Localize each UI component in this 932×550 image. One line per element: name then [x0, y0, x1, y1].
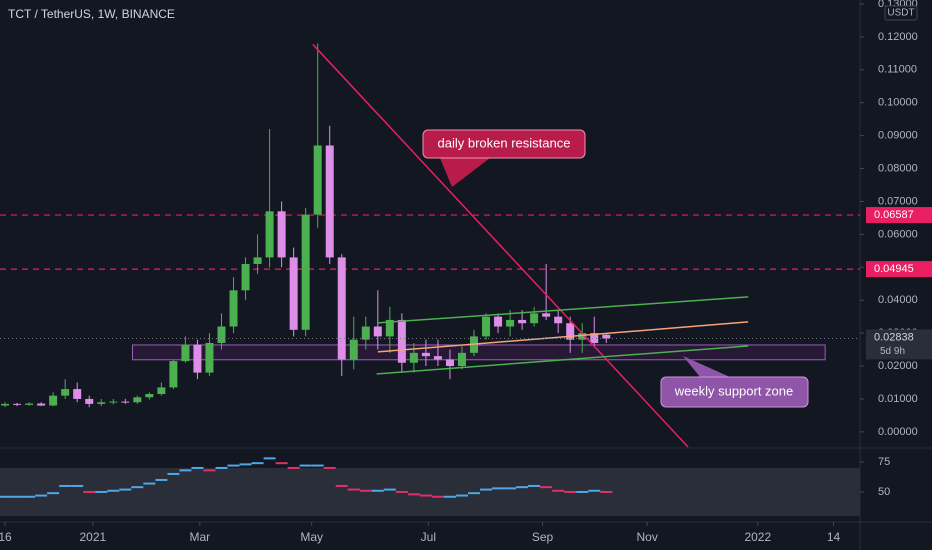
candle-body: [277, 211, 286, 258]
callout: [660, 376, 809, 408]
candle-body: [193, 344, 202, 373]
candle-body: [169, 361, 178, 388]
callout: [422, 129, 586, 159]
candle-body: [49, 395, 58, 406]
candle-body: [421, 352, 430, 357]
candle-body: [325, 145, 334, 258]
level-label: 0.04945: [874, 263, 914, 275]
level-label-bg: [866, 261, 932, 278]
candle-body: [373, 326, 382, 337]
candle-body: [361, 326, 370, 340]
annotation: weekly support zone: [674, 383, 794, 398]
trendline: [377, 321, 749, 353]
y-tick-label: 0.10000: [878, 97, 918, 109]
candle-body: [109, 401, 118, 403]
x-tick-label: 2021: [79, 530, 106, 544]
candle-body: [217, 326, 226, 343]
annotation: daily broken resistance: [438, 135, 571, 150]
level-label: 0.06587: [874, 209, 914, 221]
candle-body: [349, 339, 358, 360]
x-tick-label: Mar: [190, 530, 211, 544]
last-price-bg: [866, 329, 932, 360]
x-tick-label: May: [300, 530, 323, 544]
currency-badge: [884, 5, 918, 21]
candle-body: [578, 333, 587, 340]
candle-body: [433, 356, 442, 360]
candle-body: [133, 397, 142, 403]
last-price-label: 0.02838: [874, 331, 914, 343]
candle-body: [506, 319, 515, 327]
currency: USDT: [887, 8, 914, 19]
candle-body: [157, 387, 166, 395]
candle-body: [97, 402, 106, 404]
indicator-tick-label: 75: [878, 456, 890, 468]
y-tick-label: 0.06000: [878, 228, 918, 240]
y-tick-label: 0.09000: [878, 130, 918, 142]
candle-body: [253, 257, 262, 264]
candle-body: [229, 290, 238, 327]
candle-body: [313, 145, 322, 215]
x-tick-label: 14: [827, 530, 841, 544]
countdown: 5d 9h: [880, 346, 905, 357]
support-zone: [132, 344, 826, 361]
candle-body: [85, 398, 94, 404]
candle-body: [121, 401, 130, 403]
candle-body: [145, 394, 154, 398]
chart-title: TCT / TetherUS, 1W, BINANCE: [8, 7, 175, 21]
candle-body: [445, 359, 454, 367]
candle-body: [602, 334, 611, 339]
x-tick-label: 16: [0, 530, 12, 544]
candle-body: [73, 389, 82, 399]
candle-body: [530, 313, 539, 324]
y-tick-label: 0.04000: [878, 294, 918, 306]
callout-pointer: [683, 356, 730, 377]
y-tick-label: 0.08000: [878, 162, 918, 174]
candle-body: [337, 257, 346, 360]
indicator-tick-label: 50: [878, 486, 890, 498]
candle-body: [25, 403, 34, 405]
y-tick-label: 0.02000: [878, 360, 918, 372]
candle-body: [289, 257, 298, 330]
candle-body: [397, 319, 406, 363]
candle-body: [542, 313, 551, 317]
candle-body: [205, 342, 214, 373]
candle-body: [385, 319, 394, 337]
trendline: [377, 296, 749, 324]
x-tick-label: Jul: [421, 530, 436, 544]
level-label-bg: [866, 207, 932, 224]
x-tick-label: Sep: [532, 530, 554, 544]
candle-body: [554, 316, 563, 324]
candle-body: [37, 403, 46, 406]
candle-body: [566, 323, 575, 340]
x-tick-label: 2022: [744, 530, 771, 544]
candle-body: [518, 319, 527, 324]
y-tick-label: 0.01000: [878, 393, 918, 405]
candle-body: [409, 352, 418, 363]
candle-body: [482, 316, 491, 337]
x-tick-label: Nov: [636, 530, 657, 544]
trendline: [312, 43, 689, 448]
candle-body: [1, 403, 10, 406]
candle-body: [241, 263, 250, 291]
y-tick-label: 0.13000: [878, 0, 918, 10]
candle-body: [13, 403, 22, 405]
candle-body: [457, 352, 466, 367]
trendline: [376, 345, 749, 375]
y-tick-label: 0.00000: [878, 426, 918, 438]
y-tick-label: 0.07000: [878, 195, 918, 207]
candle-body: [265, 211, 274, 258]
candle-body: [494, 316, 503, 327]
indicator-band: [0, 467, 860, 516]
candle-body: [181, 344, 190, 362]
candle-body: [61, 389, 70, 396]
y-tick-label: 0.11000: [878, 64, 917, 76]
y-tick-label: 0.12000: [878, 31, 918, 43]
callout-pointer: [440, 158, 490, 187]
candle-body: [590, 333, 599, 343]
candle-body: [301, 214, 310, 330]
